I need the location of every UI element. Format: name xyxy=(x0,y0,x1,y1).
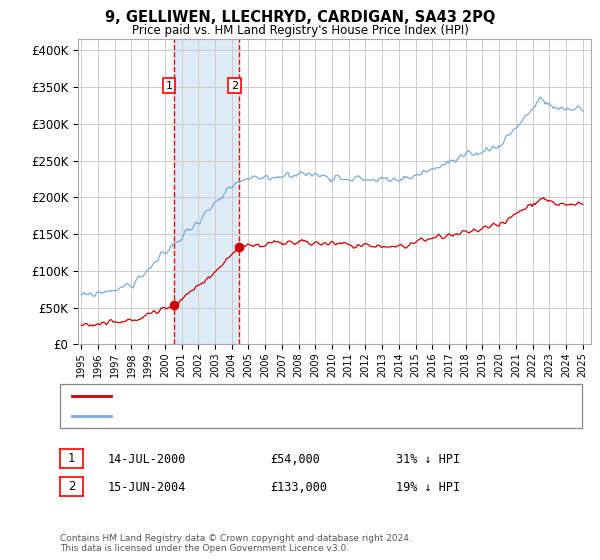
Text: £54,000: £54,000 xyxy=(270,452,320,466)
Text: HPI: Average price, detached house, Ceredigion: HPI: Average price, detached house, Cere… xyxy=(118,411,368,421)
Text: 1: 1 xyxy=(68,452,75,465)
Text: 15-JUN-2004: 15-JUN-2004 xyxy=(108,480,187,494)
Bar xyxy=(174,39,239,344)
Text: 31% ↓ HPI: 31% ↓ HPI xyxy=(396,452,460,466)
Text: 2: 2 xyxy=(68,480,75,493)
Text: Contains HM Land Registry data © Crown copyright and database right 2024.
This d: Contains HM Land Registry data © Crown c… xyxy=(60,534,412,553)
Text: 2: 2 xyxy=(231,81,238,91)
Text: 9, GELLIWEN, LLECHRYD, CARDIGAN, SA43 2PQ (detached house): 9, GELLIWEN, LLECHRYD, CARDIGAN, SA43 2P… xyxy=(118,391,461,401)
Text: Price paid vs. HM Land Registry's House Price Index (HPI): Price paid vs. HM Land Registry's House … xyxy=(131,24,469,36)
Text: £133,000: £133,000 xyxy=(270,480,327,494)
Text: 19% ↓ HPI: 19% ↓ HPI xyxy=(396,480,460,494)
Text: 9, GELLIWEN, LLECHRYD, CARDIGAN, SA43 2PQ: 9, GELLIWEN, LLECHRYD, CARDIGAN, SA43 2P… xyxy=(105,10,495,25)
Text: 1: 1 xyxy=(166,81,172,91)
Text: 14-JUL-2000: 14-JUL-2000 xyxy=(108,452,187,466)
